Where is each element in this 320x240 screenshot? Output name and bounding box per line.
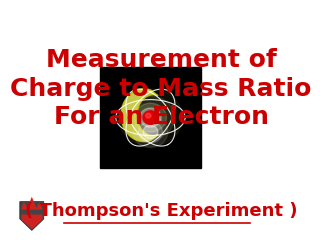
Circle shape — [118, 89, 182, 146]
Polygon shape — [21, 215, 43, 229]
Circle shape — [146, 113, 151, 118]
Circle shape — [134, 103, 166, 132]
Circle shape — [126, 96, 174, 139]
Circle shape — [143, 125, 158, 139]
Circle shape — [139, 121, 163, 143]
Circle shape — [143, 111, 158, 124]
Circle shape — [133, 116, 168, 148]
Polygon shape — [20, 202, 44, 230]
Text: Measurement of
Charge to Mass Ratio
For an Electron: Measurement of Charge to Mass Ratio For … — [11, 48, 312, 130]
Text: ( Thompson's Experiment ): ( Thompson's Experiment ) — [25, 202, 297, 220]
Polygon shape — [21, 197, 43, 210]
FancyBboxPatch shape — [100, 67, 201, 168]
Circle shape — [140, 108, 161, 127]
Polygon shape — [121, 89, 158, 142]
